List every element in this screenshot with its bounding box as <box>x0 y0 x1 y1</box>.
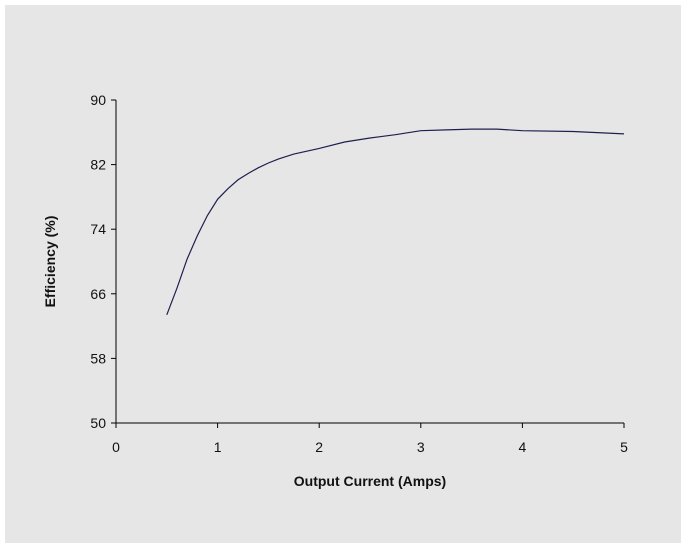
chart-panel <box>5 5 681 543</box>
y-tick-label: 74 <box>90 221 106 237</box>
x-tick-label: 5 <box>620 439 628 455</box>
x-axis-title: Output Current (Amps) <box>294 473 446 489</box>
x-tick-label: 2 <box>315 439 323 455</box>
axes <box>115 100 624 424</box>
x-tick-label: 1 <box>214 439 222 455</box>
y-tick-label: 58 <box>90 350 106 366</box>
x-tick-label: 3 <box>417 439 425 455</box>
y-ticks: 50 58 66 74 82 90 <box>90 92 116 431</box>
x-tick-label: 0 <box>112 439 120 455</box>
x-tick-label: 4 <box>519 439 527 455</box>
y-axis-title: Efficiency (%) <box>42 216 58 308</box>
y-tick-label: 50 <box>90 415 106 431</box>
x-ticks: 0 1 2 3 4 5 <box>112 423 628 455</box>
efficiency-series-line <box>166 128 625 316</box>
y-tick-label: 82 <box>90 157 106 173</box>
y-tick-label: 66 <box>90 286 106 302</box>
y-tick-label: 90 <box>90 92 106 108</box>
